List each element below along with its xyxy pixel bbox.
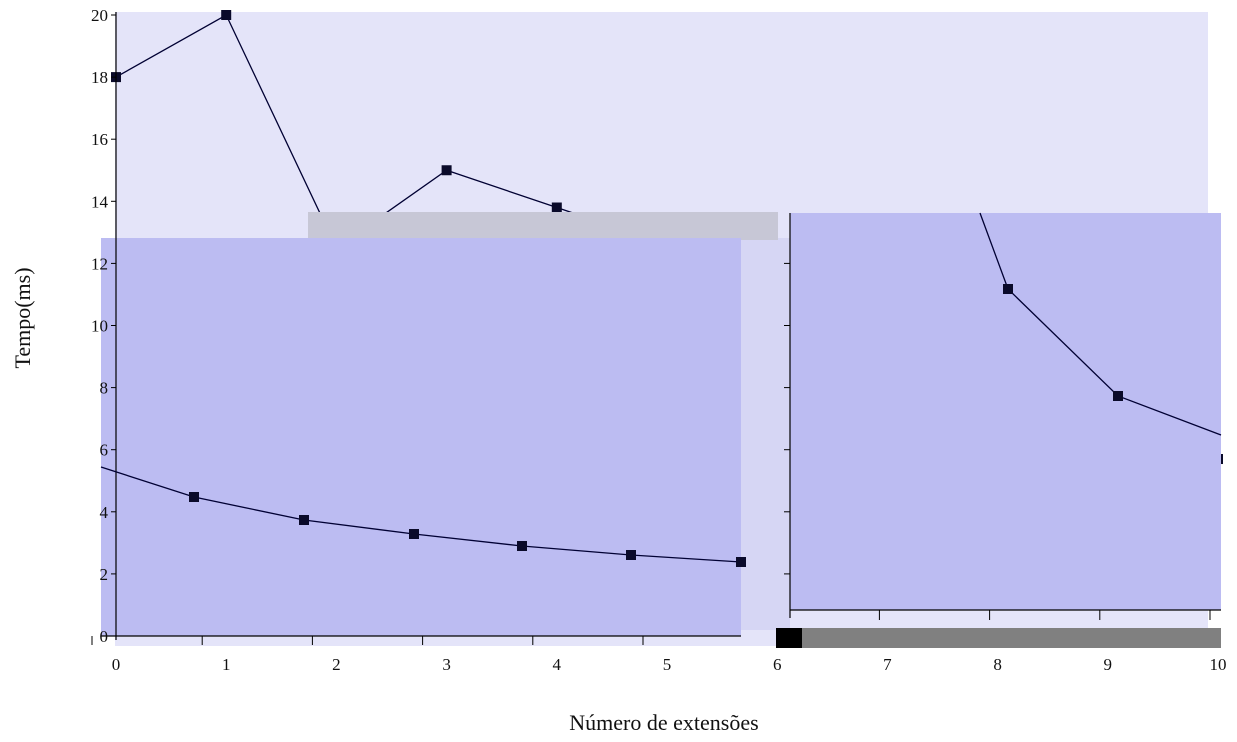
x-tick-label: 2 <box>332 655 341 674</box>
x-tick-label: 4 <box>553 655 562 674</box>
x-tick-label: 9 <box>1104 655 1113 674</box>
left-panel-marker <box>626 550 636 560</box>
y-tick-label: 12 <box>91 254 108 273</box>
y-tick-label: 10 <box>91 317 108 336</box>
y-tick-label: 14 <box>91 192 109 211</box>
data-point-marker <box>441 165 452 176</box>
y-tick-label: 20 <box>91 6 108 25</box>
y-axis-title: Tempo(ms) <box>10 267 35 368</box>
y-tick-label: 6 <box>100 441 109 460</box>
x-tick-label: 6 <box>773 655 782 674</box>
overlay-panel-right <box>790 213 1221 610</box>
y-tick-label: 4 <box>100 503 109 522</box>
right-panel-marker <box>1003 284 1013 294</box>
y-tick-label: 8 <box>100 379 109 398</box>
x-tick-label: 8 <box>993 655 1002 674</box>
y-tick-label: 16 <box>91 130 108 149</box>
x-tick-label: 10 <box>1210 655 1227 674</box>
x-tick-label: 5 <box>663 655 672 674</box>
y-tick-label: 2 <box>100 565 109 584</box>
overlay-strip <box>308 212 778 240</box>
overlay-gap-panel <box>740 238 790 630</box>
x-tick-label: 0 <box>112 655 121 674</box>
y-tick-label: 18 <box>91 68 108 87</box>
y-tick-label: 0 <box>100 627 109 646</box>
bottom-gray-bar <box>802 628 1221 648</box>
right-panel-marker <box>1113 391 1123 401</box>
data-point-marker <box>221 10 232 20</box>
left-panel-marker <box>189 492 199 502</box>
left-panel-marker <box>409 529 419 539</box>
x-tick-label: 3 <box>442 655 451 674</box>
right-panel-curve <box>979 212 1222 436</box>
front-series-layer <box>100 212 1222 567</box>
left-panel-marker <box>517 541 527 551</box>
x-tick-label: 7 <box>883 655 892 674</box>
x-axis-title: Número de extensões <box>569 710 758 735</box>
bottom-black-block <box>776 628 802 648</box>
overlay-panel-left <box>101 238 741 636</box>
left-panel-marker <box>299 515 309 525</box>
x-tick-label: 1 <box>222 655 231 674</box>
data-point-marker <box>551 202 562 213</box>
left-panel-marker <box>736 557 746 567</box>
